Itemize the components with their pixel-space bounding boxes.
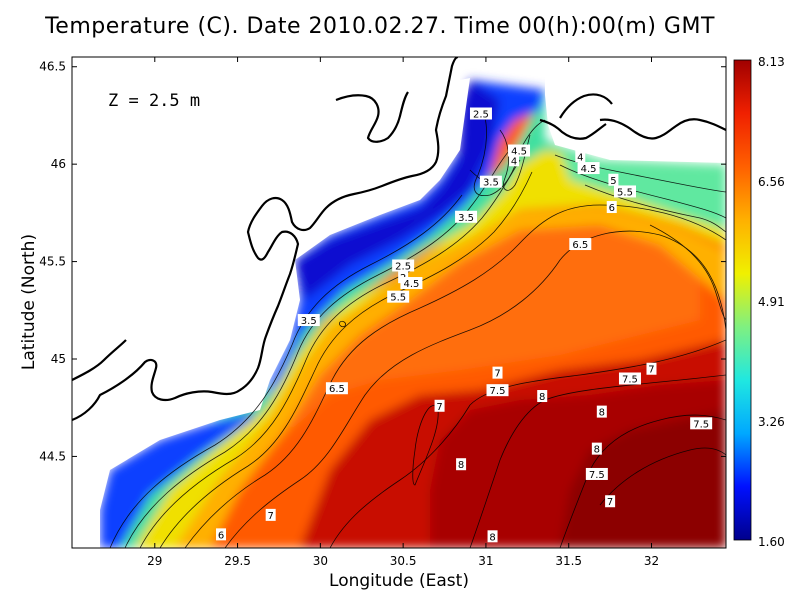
- contour-label-box: [387, 290, 410, 303]
- contour-label-box: [325, 382, 348, 395]
- contour-label-box: [486, 384, 509, 397]
- contour-label-box: [596, 405, 607, 418]
- contour-label: 6.5: [329, 384, 345, 395]
- y-axis-label: Latitude (North): [19, 234, 39, 370]
- contour-label-box: [508, 144, 531, 157]
- contour-label-box: [690, 417, 713, 430]
- contour-label: 7: [607, 497, 613, 508]
- contour-label: 4.5: [403, 279, 419, 290]
- contour-label: 5: [610, 176, 616, 187]
- colorbar-label: 6.56: [758, 175, 785, 189]
- contour-lines: [109, 107, 726, 548]
- contour-label: 8: [489, 532, 495, 543]
- contour-label-box: [608, 173, 619, 186]
- contour-label: 7.5: [589, 470, 605, 481]
- plot-frame: [71, 56, 727, 549]
- contour-label: 8: [594, 445, 600, 456]
- contour-label-box: [591, 442, 602, 455]
- contour-label: 8: [599, 408, 605, 419]
- x-tick-label: 29: [147, 554, 162, 568]
- contour-label: 8: [458, 460, 464, 471]
- contour-label: 5.5: [617, 187, 633, 198]
- contour-label-box: [456, 458, 467, 471]
- contour-label: 4.5: [581, 164, 597, 175]
- y-tick-label: 44.5: [39, 449, 66, 463]
- x-tick-label: 32: [644, 554, 659, 568]
- colorbar-label: 4.91: [758, 295, 785, 309]
- contour-label-box: [492, 366, 503, 379]
- contour-label-box: [297, 314, 320, 327]
- contour-label: 7.5: [693, 419, 709, 430]
- colorbar: [733, 59, 752, 541]
- contour-label: 3.5: [301, 316, 317, 327]
- contour-label: 7: [648, 365, 654, 376]
- contour-label: 6.5: [572, 240, 588, 251]
- contour-label: 4: [511, 156, 517, 167]
- contour-label-box: [216, 528, 227, 541]
- contour-label-box: [569, 238, 592, 251]
- contour-label-box: [646, 362, 657, 375]
- contour-label: 7: [267, 511, 273, 522]
- contour-label: 7.5: [622, 374, 638, 385]
- contour-label-box: [575, 150, 586, 163]
- x-tick-label: 30.5: [390, 554, 417, 568]
- contour-label: 8: [539, 392, 545, 403]
- x-axis-label: Longitude (East): [329, 571, 469, 591]
- x-tick-label: 30: [313, 554, 328, 568]
- contour-label-box: [537, 390, 548, 403]
- contour-label-box: [455, 210, 478, 223]
- contour-label-box: [487, 530, 498, 543]
- contour-label-box: [614, 185, 637, 198]
- y-tick-label: 46.5: [39, 60, 66, 74]
- contour-label: 3.5: [458, 213, 474, 224]
- contour-label-box: [265, 508, 276, 521]
- contour-label: 7.5: [490, 386, 506, 397]
- colorbar-tick-labels: 8.13 6.56 4.91 3.26 1.60: [758, 55, 785, 549]
- contour-label: 4.5: [511, 147, 527, 158]
- x-tick-label: 31: [478, 554, 493, 568]
- map-title: Temperature (C). Date 2010.02.27. Time 0…: [45, 14, 715, 39]
- contour-label: 2.5: [473, 110, 489, 121]
- y-tick-label: 45: [51, 352, 66, 366]
- y-tick-label: 45.5: [39, 255, 66, 269]
- contour-label: 3.5: [483, 178, 499, 189]
- contour-label: 7: [494, 369, 500, 380]
- contour-label: 2.5: [395, 261, 411, 272]
- contour-label-box: [434, 399, 445, 412]
- contour-label-box: [400, 277, 423, 290]
- contour-label-box: [469, 107, 492, 120]
- contour-label-box: [509, 154, 520, 167]
- contour-label-box: [618, 372, 641, 385]
- contour-label: 6: [609, 203, 615, 214]
- colorbar-label: 3.26: [758, 415, 785, 429]
- contour-label-box: [585, 467, 608, 480]
- colorbar-label: 8.13: [758, 55, 785, 69]
- x-axis-ticks: 29 29.5 30 30.5 31 31.5 32: [147, 57, 659, 568]
- colorbar-label: 1.60: [758, 535, 785, 549]
- y-tick-label: 46: [51, 157, 66, 171]
- x-tick-label: 31.5: [555, 554, 582, 568]
- contour-label-box: [479, 175, 502, 188]
- x-tick-label: 29.5: [224, 554, 251, 568]
- depth-label: Z = 2.5 m: [108, 91, 200, 111]
- contour-label: 4: [577, 152, 583, 163]
- contour-label: 7: [436, 402, 442, 413]
- contour-label: 5.5: [390, 293, 406, 304]
- coastline: [72, 57, 726, 422]
- contour-label: 6: [218, 530, 224, 541]
- contour-labels: 2.524.55.53.52.54.543.544.555.563.56.56.…: [216, 107, 713, 543]
- contour-label-box: [605, 495, 616, 508]
- contour-label-box: [392, 259, 415, 272]
- contour-label-box: [606, 201, 617, 214]
- contour-label-box: [577, 162, 600, 175]
